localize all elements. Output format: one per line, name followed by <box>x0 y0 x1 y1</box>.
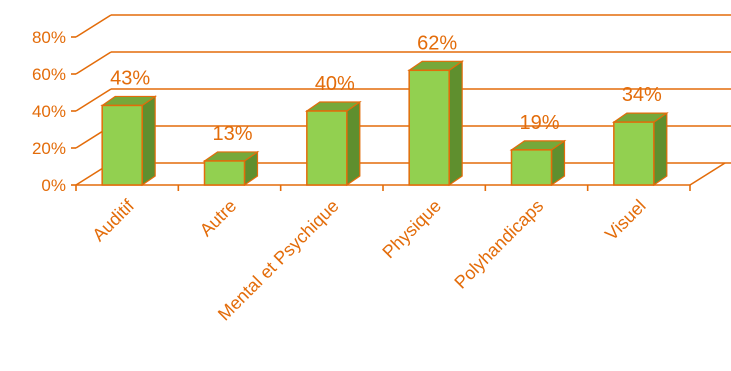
bar-front-face <box>306 110 348 186</box>
bar <box>202 150 260 187</box>
category-label: Visuel <box>601 196 650 245</box>
floor-right-edge <box>689 162 726 186</box>
data-label: 19% <box>519 112 559 134</box>
data-label: 40% <box>315 73 355 95</box>
y-axis-ticks: 0% 20% 40% 60% 80% <box>32 28 66 195</box>
category-label: Physique <box>378 196 445 263</box>
bar-side-face <box>448 60 463 187</box>
bar-side-face <box>653 111 668 187</box>
y-tick-label: 0% <box>41 176 66 195</box>
bar <box>100 95 158 187</box>
grid-diagonal <box>75 14 112 38</box>
category-label: Autre <box>196 196 241 241</box>
bar-front-face <box>203 160 246 186</box>
bar <box>304 100 362 187</box>
bar-side-face <box>141 95 156 187</box>
data-label: 34% <box>622 84 662 106</box>
grid-diagonal <box>75 88 112 112</box>
y-tick-label: 60% <box>32 65 66 84</box>
category-label: Polyhandicaps <box>450 196 547 293</box>
bar <box>611 111 669 187</box>
category-label: Auditif <box>88 195 138 245</box>
grid-diagonal <box>75 51 112 75</box>
bar-front-face <box>613 121 655 186</box>
data-labels: 43% 13% 40% 62% 19% 34% <box>110 32 662 145</box>
y-tick-label: 20% <box>32 139 66 158</box>
bar <box>509 139 567 187</box>
data-label: 13% <box>212 123 252 145</box>
y-tick-label: 80% <box>32 28 66 47</box>
bar-front-face <box>101 104 143 186</box>
bar-side-face <box>346 100 361 187</box>
bar-front-face <box>510 149 553 186</box>
data-label: 62% <box>417 32 457 54</box>
data-label: 43% <box>110 67 150 89</box>
bar-front-face <box>408 69 450 186</box>
y-tick-label: 40% <box>32 102 66 121</box>
bars <box>100 60 669 187</box>
bar <box>407 60 465 187</box>
